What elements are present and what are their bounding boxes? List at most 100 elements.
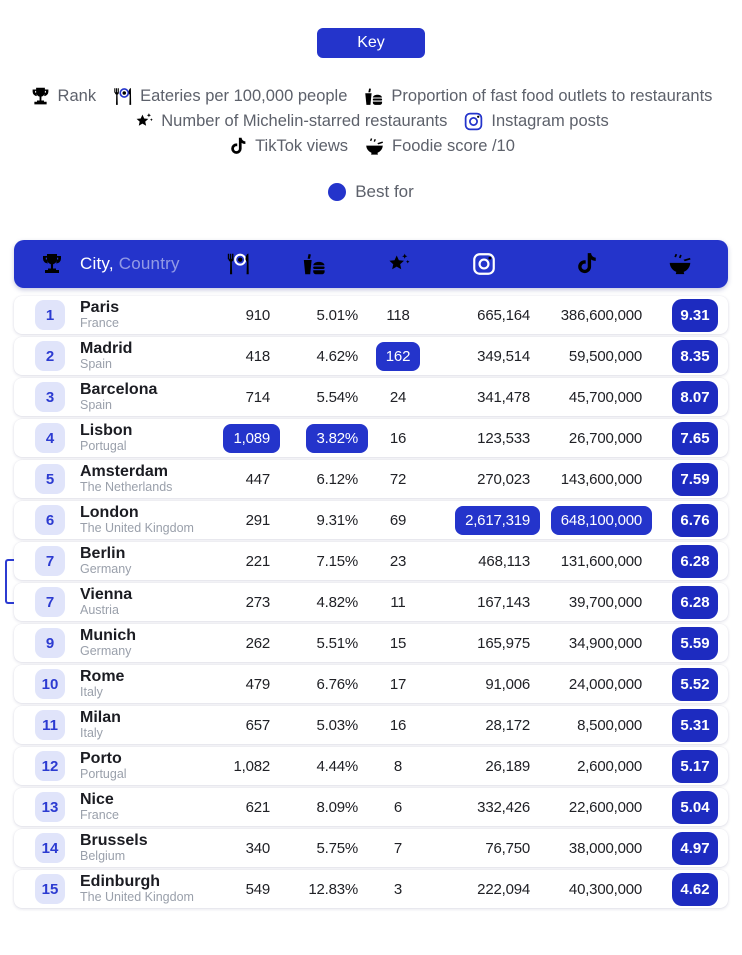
legend-item: Rank bbox=[30, 86, 96, 107]
fastfood-value: 4.82% bbox=[316, 593, 358, 611]
foodie-score-icon bbox=[667, 251, 693, 277]
header-instagram-column bbox=[438, 251, 530, 277]
eateries-value: 340 bbox=[245, 839, 271, 857]
rank-badge: 2 bbox=[35, 341, 65, 371]
table-row: 4 Lisbon Portugal 1,089 3.82% 16 123,533… bbox=[14, 419, 728, 457]
foodie-score-badge: 5.52 bbox=[672, 667, 718, 701]
tiktok-value: 22,600,000 bbox=[568, 798, 642, 816]
eateries-value: 262 bbox=[245, 634, 271, 652]
eateries-value: 273 bbox=[245, 593, 271, 611]
michelin-value: 3 bbox=[393, 880, 403, 898]
rank-badge: 3 bbox=[35, 382, 65, 412]
fastfood-value: 5.75% bbox=[316, 839, 358, 857]
michelin-value: 24 bbox=[389, 388, 407, 406]
city-name: Madrid bbox=[80, 339, 133, 357]
instagram-value: 91,006 bbox=[485, 675, 530, 693]
michelin-value: 17 bbox=[389, 675, 407, 693]
michelin-value: 7 bbox=[393, 839, 403, 857]
instagram-value: 349,514 bbox=[477, 347, 530, 365]
city-name: Porto bbox=[80, 749, 122, 767]
michelin-value: 23 bbox=[389, 552, 407, 570]
rank-badge: 7 bbox=[35, 587, 65, 617]
foodie-score-badge: 7.59 bbox=[672, 462, 718, 496]
header-michelin-column bbox=[358, 251, 438, 277]
instagram-icon bbox=[463, 111, 484, 132]
city-name: Nice bbox=[80, 790, 114, 808]
rank-badge: 10 bbox=[35, 669, 65, 699]
foodie-score-badge: 8.35 bbox=[672, 339, 718, 373]
tiktok-value: 26,700,000 bbox=[568, 429, 642, 447]
fastfood-value: 7.15% bbox=[316, 552, 358, 570]
instagram-value: 76,750 bbox=[485, 839, 530, 857]
tiktok-value: 386,600,000 bbox=[560, 306, 642, 324]
city-name: Amsterdam bbox=[80, 462, 169, 480]
michelin-value: 11 bbox=[390, 593, 406, 611]
tiktok-value: 38,000,000 bbox=[568, 839, 642, 857]
eateries-value: 910 bbox=[245, 306, 271, 324]
foodie-score-badge: 5.04 bbox=[672, 790, 718, 824]
fastfood-value: 3.82% bbox=[306, 423, 368, 453]
fast-food-icon bbox=[301, 251, 327, 277]
country-name: The United Kingdom bbox=[80, 890, 194, 905]
eateries-value: 1,082 bbox=[233, 757, 270, 775]
city-header-label: City, bbox=[80, 254, 114, 273]
instagram-value: 123,533 bbox=[477, 429, 530, 447]
city-name: Brussels bbox=[80, 831, 148, 849]
legend-item-label: TikTok views bbox=[255, 136, 348, 155]
key-badge[interactable]: Key bbox=[317, 28, 425, 58]
foodie-score-icon bbox=[364, 136, 385, 157]
fast-food-icon bbox=[363, 86, 384, 107]
michelin-value: 16 bbox=[389, 429, 407, 447]
country-header-label: Country bbox=[118, 254, 180, 273]
michelin-value: 118 bbox=[386, 306, 410, 324]
foodie-score-badge: 9.31 bbox=[672, 298, 718, 332]
best-for-dot bbox=[328, 183, 347, 201]
table-row: 9 Munich Germany 262 5.51% 15 165,975 34… bbox=[14, 624, 728, 662]
foodie-score-badge: 6.28 bbox=[672, 585, 718, 619]
country-name: France bbox=[80, 316, 119, 331]
country-name: Spain bbox=[80, 357, 112, 372]
country-name: Italy bbox=[80, 685, 103, 700]
eateries-value: 1,089 bbox=[223, 423, 280, 453]
fastfood-value: 4.44% bbox=[316, 757, 358, 775]
eateries-value: 657 bbox=[245, 716, 271, 734]
foodie-score-badge: 4.62 bbox=[672, 872, 718, 906]
table-row: 5 Amsterdam The Netherlands 447 6.12% 72… bbox=[14, 460, 728, 498]
city-name: Berlin bbox=[80, 544, 126, 562]
table-row: 15 Edinburgh The United Kingdom 549 12.8… bbox=[14, 870, 728, 908]
michelin-value: 8 bbox=[393, 757, 403, 775]
rank-badge: 4 bbox=[35, 423, 65, 453]
michelin-value: 15 bbox=[389, 634, 407, 652]
country-name: Spain bbox=[80, 398, 112, 413]
tiktok-value: 40,300,000 bbox=[568, 880, 642, 898]
foodie-score-badge: 5.31 bbox=[672, 708, 718, 742]
table-row: 12 Porto Portugal 1,082 4.44% 8 26,189 2… bbox=[14, 747, 728, 785]
instagram-value: 222,094 bbox=[477, 880, 530, 898]
eateries-value: 479 bbox=[245, 675, 271, 693]
foodie-score-badge: 6.76 bbox=[672, 503, 718, 537]
rank-badge: 7 bbox=[35, 546, 65, 576]
legend-item-label: Number of Michelin-starred restaurants bbox=[161, 111, 448, 130]
header-eateries-column bbox=[206, 251, 270, 277]
city-name: Barcelona bbox=[80, 380, 158, 398]
tiktok-value: 45,700,000 bbox=[568, 388, 642, 406]
rank-badge: 11 bbox=[35, 710, 65, 740]
country-name: Italy bbox=[80, 726, 103, 741]
legend-item-label: Instagram posts bbox=[491, 111, 609, 130]
country-name: Germany bbox=[80, 562, 132, 577]
instagram-value: 665,164 bbox=[477, 306, 530, 324]
foodie-score-badge: 4.97 bbox=[672, 831, 718, 865]
country-name: Germany bbox=[80, 644, 132, 659]
fastfood-value: 5.54% bbox=[316, 388, 358, 406]
legend: Rank Eateries per 100,000 people Proportio… bbox=[0, 84, 742, 159]
table-row: 7 Vienna Austria 273 4.82% 11 167,143 39… bbox=[14, 583, 728, 621]
city-name: Rome bbox=[80, 667, 125, 685]
tie-bracket bbox=[5, 559, 14, 604]
tiktok-value: 39,700,000 bbox=[568, 593, 642, 611]
city-name: Paris bbox=[80, 298, 120, 316]
eateries-value: 621 bbox=[245, 798, 271, 816]
trophy-icon bbox=[30, 86, 51, 107]
header-tiktok-column bbox=[530, 251, 642, 277]
legend-line: TikTok views Foodie score /10 bbox=[0, 134, 742, 158]
table-row: 1 Paris France 910 5.01% 118 665,164 386… bbox=[14, 296, 728, 334]
